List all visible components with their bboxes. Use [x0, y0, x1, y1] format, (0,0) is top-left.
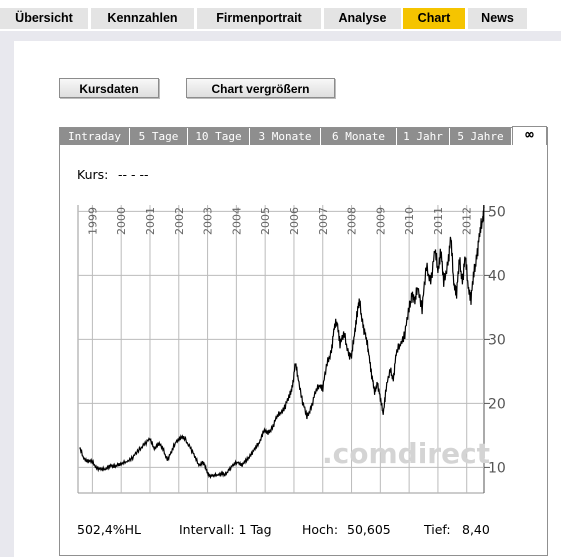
content-panel: Kursdaten Chart vergrößern Intraday 5 Ta…	[0, 31, 561, 557]
x-tick-label: 1999	[86, 207, 99, 235]
x-tick-label: 2003	[202, 207, 215, 235]
chart-enlarge-button[interactable]: Chart vergrößern	[186, 78, 335, 98]
range-tab-5-jahre[interactable]: 5 Jahre	[450, 128, 512, 145]
range-tab-6-monate[interactable]: 6 Monate	[321, 128, 397, 145]
x-tick-label: 2012	[461, 207, 474, 235]
kurs-label: Kurs:	[77, 167, 109, 182]
x-tick-label: 2008	[346, 207, 359, 235]
range-tab-5-tage[interactable]: 5 Tage	[130, 128, 188, 145]
y-tick-label: 20	[488, 396, 506, 412]
y-tick-label: 10	[488, 460, 506, 476]
x-tick-label: 2000	[115, 207, 128, 235]
tab-news[interactable]: News	[468, 8, 527, 29]
tab-firmenportrait[interactable]: Firmenportrait	[197, 8, 321, 29]
intervall-label: Intervall: 1 Tag	[179, 522, 272, 537]
price-chart: 1999 2000 2001 2002 2003 2004 2005 2006 2007 2008…	[77, 204, 506, 494]
tab-analyse[interactable]: Analyse	[324, 8, 401, 29]
price-series-line	[79, 204, 485, 480]
tab-uebersicht[interactable]: Übersicht	[0, 8, 88, 29]
y-tick-label: 30	[488, 332, 506, 348]
chart-page: Kursdaten Chart vergrößern Intraday 5 Ta…	[14, 41, 561, 557]
y-tick-label: 50	[488, 204, 506, 220]
tief-value: 8,40	[462, 522, 490, 537]
top-nav: Übersicht Kennzahlen Firmenportrait Anal…	[0, 0, 561, 31]
hoch-value: 50,605	[347, 522, 391, 537]
range-tab-10-tage[interactable]: 10 Tage	[188, 128, 250, 145]
tab-kennzahlen[interactable]: Kennzahlen	[91, 8, 194, 29]
x-tick-label: 2009	[374, 207, 387, 235]
range-tab-intraday[interactable]: Intraday	[60, 128, 130, 145]
tief-label: Tief:	[424, 522, 451, 537]
hoch-label: Hoch:	[302, 522, 339, 537]
y-tick-label: 40	[488, 268, 506, 284]
x-tick-label: 2007	[317, 207, 330, 235]
performance-value: 502,4%HL	[77, 522, 142, 537]
range-tab-3-monate[interactable]: 3 Monate	[250, 128, 321, 145]
x-tick-label: 2011	[432, 207, 445, 235]
x-tick-label: 2002	[173, 207, 186, 235]
kurs-value: -- - --	[118, 167, 149, 182]
range-tab-1-jahr[interactable]: 1 Jahr	[397, 128, 450, 145]
tab-chart[interactable]: Chart	[403, 8, 465, 29]
comdirect-watermark: .comdirect	[322, 437, 490, 470]
x-tick-label: 2001	[144, 207, 157, 235]
x-tick-label: 2004	[230, 207, 243, 235]
infinity-icon[interactable]: ∞	[512, 126, 547, 145]
x-tick-label: 2010	[403, 207, 416, 235]
chart-container: Intraday 5 Tage 10 Tage 3 Monate 6 Monat…	[59, 126, 548, 556]
kursdaten-button[interactable]: Kursdaten	[59, 78, 159, 98]
x-tick-label: 2006	[288, 207, 301, 235]
x-tick-label: 2005	[259, 207, 272, 235]
